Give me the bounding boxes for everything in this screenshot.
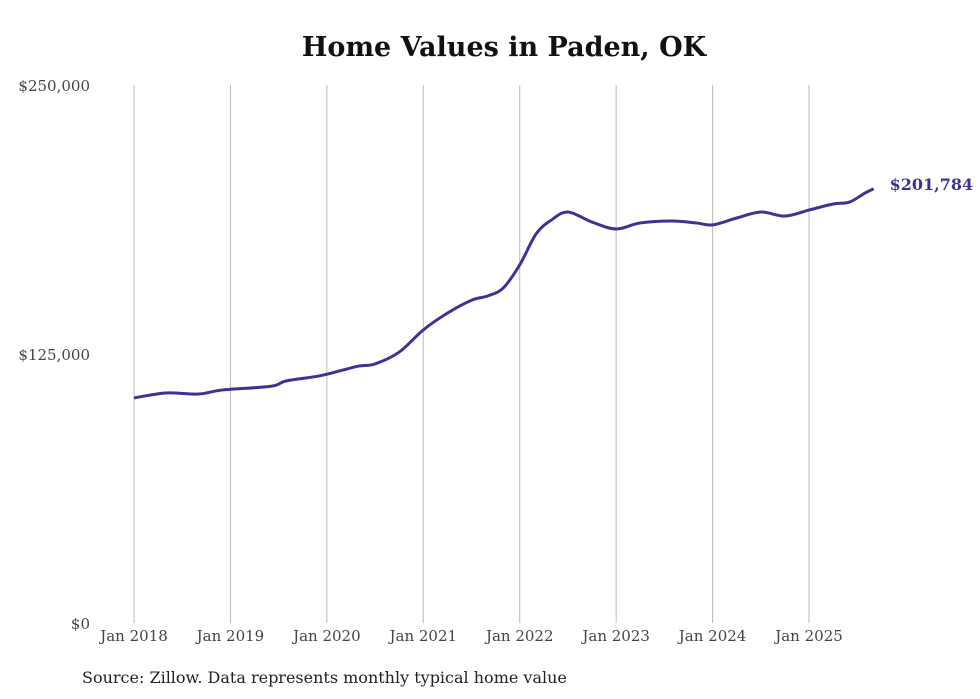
x-tick-label: Jan 2019 bbox=[195, 627, 265, 645]
x-tick-label: Jan 2023 bbox=[580, 627, 650, 645]
y-tick-label: $125,000 bbox=[18, 346, 90, 364]
x-tick-label: Jan 2018 bbox=[98, 627, 168, 645]
source-note: Source: Zillow. Data represents monthly … bbox=[82, 668, 567, 687]
end-value-label: $201,784 bbox=[890, 175, 974, 194]
series-line bbox=[133, 187, 875, 400]
y-tick-label: $250,000 bbox=[18, 77, 90, 95]
x-tick-label: Jan 2020 bbox=[291, 627, 361, 645]
chart-title: Home Values in Paden, OK bbox=[301, 32, 707, 63]
x-tick-label: Jan 2021 bbox=[388, 627, 458, 645]
y-tick-label: $0 bbox=[71, 615, 90, 633]
x-tick-label: Jan 2025 bbox=[773, 627, 843, 645]
x-tick-label: Jan 2022 bbox=[484, 627, 554, 645]
x-tick-label: Jan 2024 bbox=[677, 627, 747, 645]
